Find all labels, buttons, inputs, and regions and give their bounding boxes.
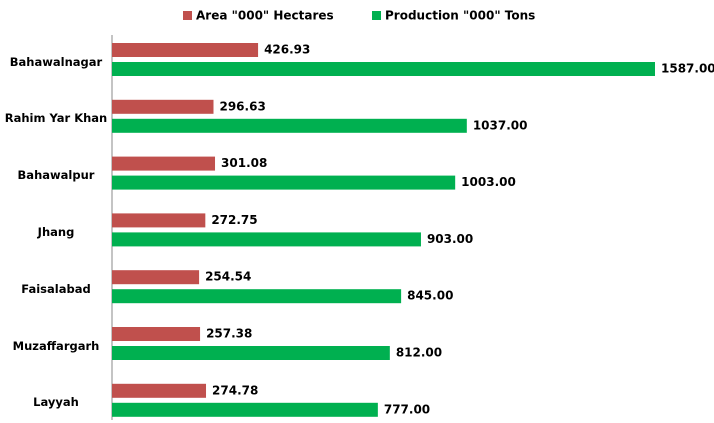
bar <box>112 327 201 341</box>
bar <box>112 118 467 133</box>
value-label: 274.78 <box>212 383 258 397</box>
value-label: 272.75 <box>211 213 257 227</box>
bar <box>112 346 390 360</box>
bar <box>112 213 206 228</box>
value-label: 1587.00 <box>661 62 714 76</box>
value-label: 254.54 <box>205 270 251 284</box>
value-label: 296.63 <box>219 99 265 113</box>
value-label: 257.38 <box>206 327 252 341</box>
bar <box>112 175 456 190</box>
bar <box>112 270 200 285</box>
bar <box>112 156 216 171</box>
bar <box>112 43 259 57</box>
category-label: Jhang <box>37 224 75 239</box>
value-label: 301.08 <box>221 156 267 170</box>
category-label: Faisalabad <box>21 281 91 296</box>
value-label: 812.00 <box>396 346 442 360</box>
legend-label: Production "000" Tons <box>385 9 535 23</box>
category-label: Bahawalpur <box>17 168 95 183</box>
bar <box>112 62 655 76</box>
bar <box>112 383 207 398</box>
value-label: 1037.00 <box>473 118 528 132</box>
bar <box>112 402 378 417</box>
value-label: 426.93 <box>264 43 310 57</box>
legend-label: Area "000" Hectares <box>196 9 334 23</box>
bar <box>112 232 421 247</box>
category-label: Muzaffargarh <box>12 338 100 353</box>
value-label: 777.00 <box>384 402 430 416</box>
category-label: Rahim Yar Khan <box>4 111 108 126</box>
category-label: Bahawalnagar <box>9 54 103 69</box>
value-label: 903.00 <box>427 232 473 246</box>
value-label: 845.00 <box>407 289 453 303</box>
category-label: Layyah <box>33 395 79 410</box>
legend-swatch <box>183 11 192 20</box>
value-label: 1003.00 <box>461 175 516 189</box>
legend-swatch <box>372 11 381 20</box>
bar <box>112 99 214 114</box>
bar <box>112 289 402 304</box>
